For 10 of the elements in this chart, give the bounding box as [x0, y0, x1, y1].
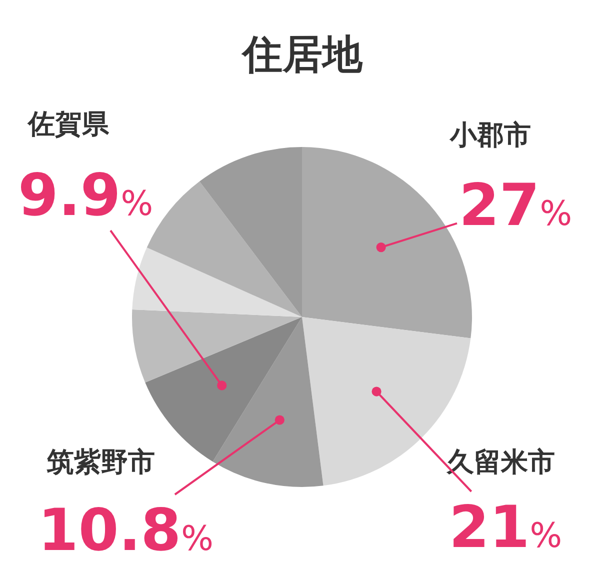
chart-title: 住居地 — [240, 32, 364, 78]
slice-label: 筑紫野市 — [46, 447, 155, 478]
data-label: 9.9% — [18, 161, 154, 229]
slice-label: 久留米市 — [446, 447, 555, 478]
slice-label: 佐賀県 — [27, 109, 110, 140]
pie-slice — [132, 248, 302, 317]
data-label: 27% — [459, 171, 572, 239]
data-label: 10.8% — [38, 496, 214, 564]
slice-label: 小郡市 — [449, 120, 531, 151]
data-label: 21% — [449, 493, 562, 561]
